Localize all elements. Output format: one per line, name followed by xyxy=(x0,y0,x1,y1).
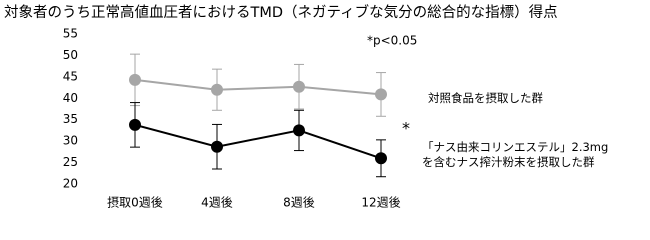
significance-marker: * xyxy=(402,119,410,138)
legend-entry: 対照食品を摂取した群 xyxy=(428,91,543,105)
y-tick-label: 50 xyxy=(63,48,78,62)
x-tick-label: 摂取0週後 xyxy=(107,195,163,210)
data-point xyxy=(129,73,141,86)
series-line xyxy=(134,78,382,96)
x-tick-label: 12週後 xyxy=(361,196,400,210)
data-point xyxy=(211,83,223,96)
x-tick-label: 8週後 xyxy=(283,196,315,210)
chart-title: 対象者のうち正常高値血圧者におけるTMD（ネガティブな気分の総合的な指標）得点 xyxy=(4,3,558,21)
y-tick-label: 30 xyxy=(63,134,78,148)
y-tick-label: 40 xyxy=(63,91,78,105)
data-point xyxy=(293,80,305,93)
data-point xyxy=(129,118,141,131)
data-point xyxy=(293,124,305,137)
data-point xyxy=(375,88,387,101)
data-point xyxy=(211,140,223,153)
chart-svg: 対象者のうち正常高値血圧者におけるTMD（ネガティブな気分の総合的な指標）得点 … xyxy=(4,3,558,210)
series-line xyxy=(134,123,382,160)
y-tick-label: 25 xyxy=(63,155,78,169)
y-tick-label: 35 xyxy=(63,112,78,126)
y-tick-label: 45 xyxy=(63,69,78,83)
data-point xyxy=(375,152,387,165)
significance-note: *p<0.05 xyxy=(367,34,417,48)
legend-entry: 「ナス由来コリンエステル」2.3mgを含むナス搾汁粉末を摂取した群 xyxy=(422,140,609,169)
y-tick-label: 20 xyxy=(63,177,78,191)
x-tick-label: 4週後 xyxy=(201,196,233,210)
y-tick-label: 55 xyxy=(63,27,78,41)
chart: 対象者のうち正常高値血圧者におけるTMD（ネガティブな気分の総合的な指標）得点 … xyxy=(4,3,609,210)
